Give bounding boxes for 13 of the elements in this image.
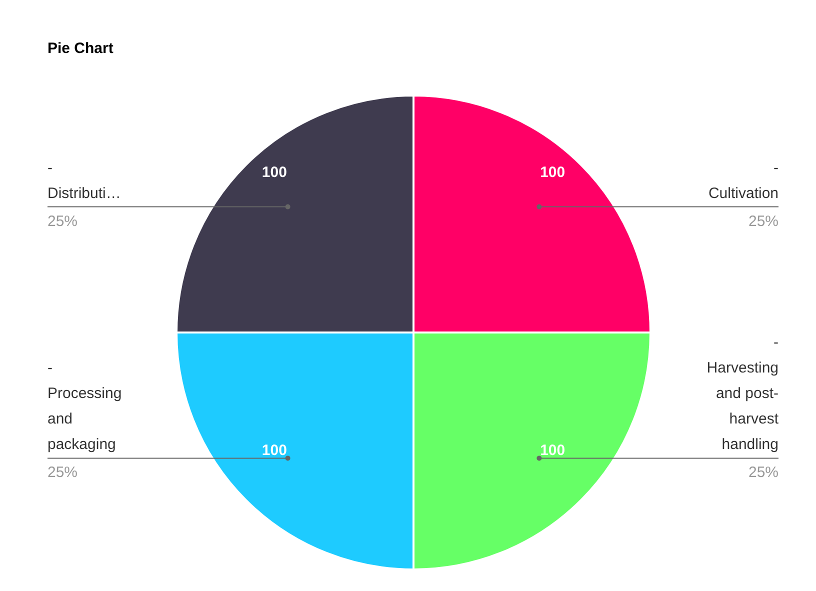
slice-label: - Processing and packaging [48, 360, 122, 454]
text: 25% [748, 464, 779, 482]
slice-label: - Harvesting and post-harvest handling [706, 334, 780, 454]
data-label: 100 [540, 164, 566, 181]
text: 25% [48, 464, 78, 482]
text: 25% [748, 212, 779, 230]
data-label: 100 [262, 164, 287, 181]
chart-title: Pie Chart [48, 40, 114, 57]
text: 25% [48, 212, 78, 230]
slice-label: - Distributi… [48, 159, 121, 202]
data-label: 100 [262, 442, 287, 460]
slice-label: - Cultivation [708, 159, 779, 202]
data-label: 100 [540, 442, 566, 460]
